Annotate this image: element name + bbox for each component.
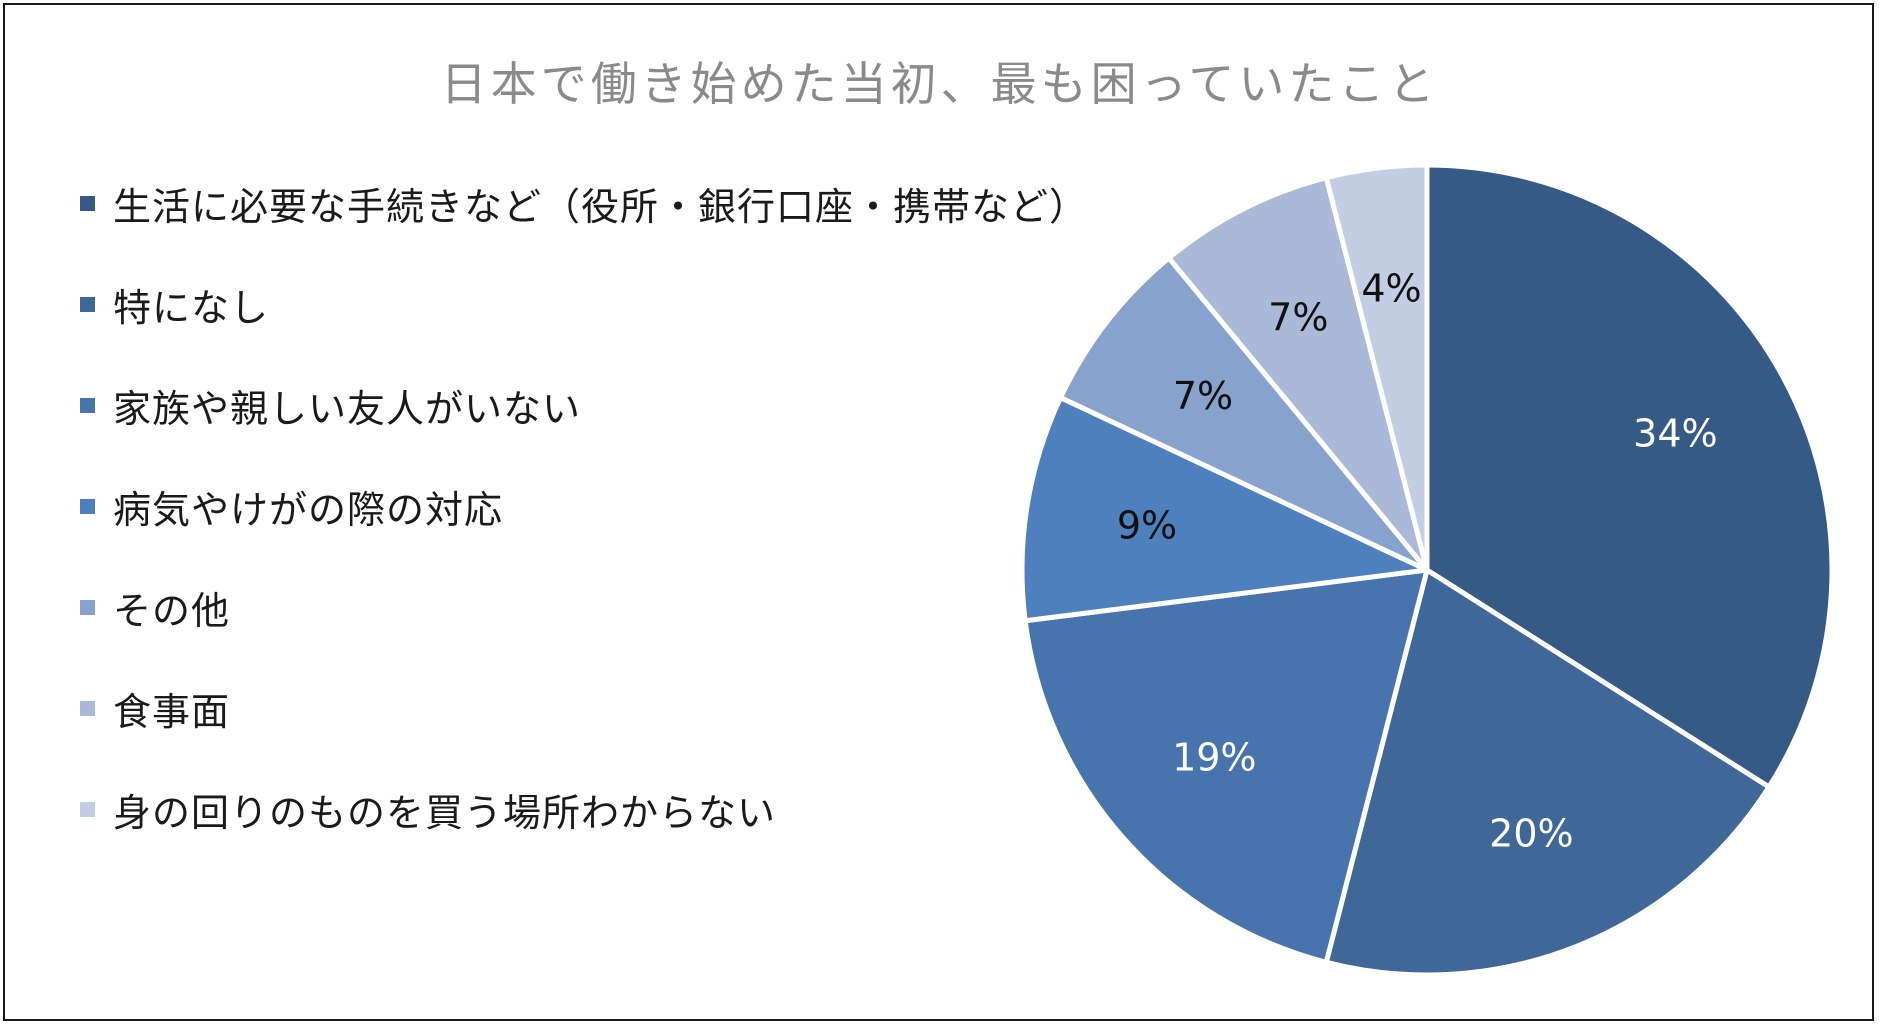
legend-label: 食事面	[113, 690, 231, 734]
legend-label: 生活に必要な手続きなど（役所・銀行口座・携帯など）	[113, 185, 1089, 229]
legend-swatch	[80, 600, 95, 615]
legend-label: 特になし	[113, 286, 270, 330]
legend-swatch	[80, 398, 95, 413]
chart-title: 日本で働き始めた当初、最も困っていたこと	[440, 57, 1439, 111]
legend-label: 家族や親しい友人がいない	[113, 387, 582, 431]
legend-item: 生活に必要な手続きなど（役所・銀行口座・携帯など）	[80, 176, 1088, 231]
legend-item: 身の回りのものを買う場所わからない	[80, 782, 776, 837]
legend-swatch	[80, 499, 95, 514]
legend-item: 食事面	[80, 681, 230, 736]
legend-label: 病気やけがの際の対応	[113, 488, 504, 532]
legend-item: その他	[80, 580, 230, 635]
legend-swatch	[80, 701, 95, 716]
legend-swatch	[80, 802, 95, 817]
legend-label: その他	[113, 589, 231, 633]
legend-swatch	[80, 297, 95, 312]
legend-item: 家族や親しい友人がいない	[80, 378, 581, 433]
legend-label: 身の回りのものを買う場所わからない	[113, 791, 777, 835]
legend-swatch	[80, 196, 95, 211]
legend-item: 病気やけがの際の対応	[80, 479, 503, 534]
legend-item: 特になし	[80, 277, 269, 332]
